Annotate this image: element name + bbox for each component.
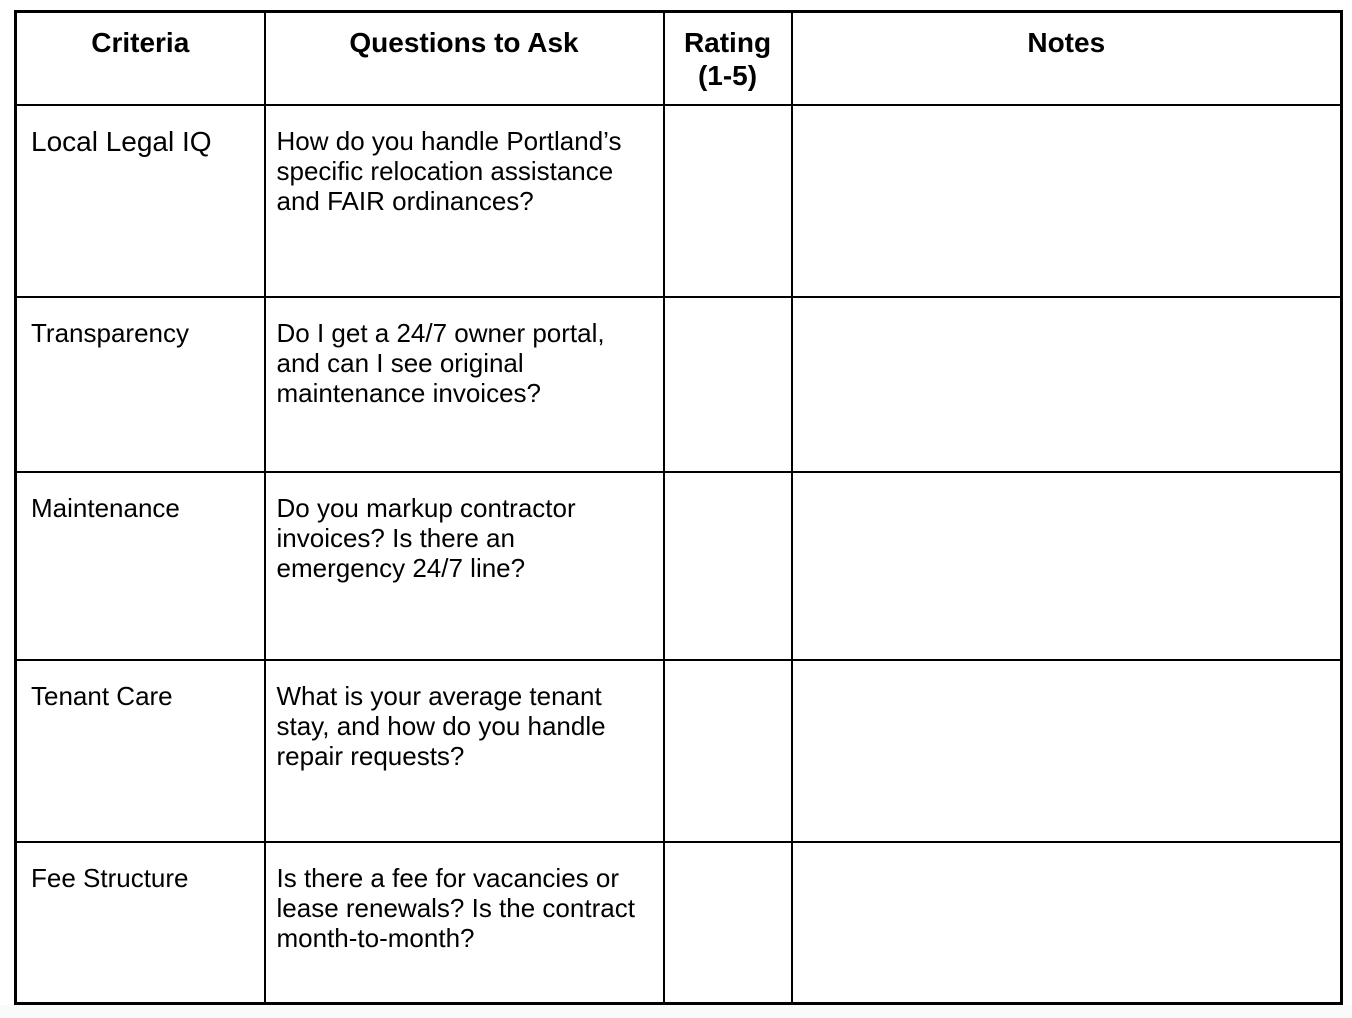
column-header-notes: Notes xyxy=(790,10,1343,106)
header-row: Criteria Questions to Ask Rating (1-5) N… xyxy=(14,10,1343,106)
page-edge-strip xyxy=(0,1005,1352,1018)
criteria-cell: Maintenance xyxy=(14,470,266,661)
question-cell: Do I get a 24/7 owner portal, and can I … xyxy=(263,295,665,473)
question-cell: How do you handle Portland’s specific re… xyxy=(263,103,665,298)
criteria-cell: Fee Structure xyxy=(14,840,266,1005)
rating-cell[interactable] xyxy=(662,840,793,1005)
question-cell: What is your average tenant stay, and ho… xyxy=(263,658,665,843)
notes-cell[interactable] xyxy=(790,840,1343,1005)
vendor-evaluation-table: Criteria Questions to Ask Rating (1-5) N… xyxy=(14,10,1343,1005)
criteria-cell: Local Legal IQ xyxy=(14,103,266,298)
criteria-cell: Transparency xyxy=(14,295,266,473)
question-cell: Is there a fee for vacancies or lease re… xyxy=(263,840,665,1005)
table-row: Maintenance Do you markup contractor inv… xyxy=(14,470,1343,661)
column-header-rating: Rating (1-5) xyxy=(662,10,793,106)
column-header-criteria: Criteria xyxy=(14,10,266,106)
column-header-questions: Questions to Ask xyxy=(263,10,665,106)
notes-cell[interactable] xyxy=(790,658,1343,843)
notes-cell[interactable] xyxy=(790,295,1343,473)
table-row: Transparency Do I get a 24/7 owner porta… xyxy=(14,295,1343,473)
table-row: Tenant Care What is your average tenant … xyxy=(14,658,1343,843)
rating-cell[interactable] xyxy=(662,470,793,661)
notes-cell[interactable] xyxy=(790,103,1343,298)
criteria-cell: Tenant Care xyxy=(14,658,266,843)
table-row: Local Legal IQ How do you handle Portlan… xyxy=(14,103,1343,298)
notes-cell[interactable] xyxy=(790,470,1343,661)
rating-cell[interactable] xyxy=(662,295,793,473)
table-row: Fee Structure Is there a fee for vacanci… xyxy=(14,840,1343,1005)
question-cell: Do you markup contractor invoices? Is th… xyxy=(263,470,665,661)
rating-cell[interactable] xyxy=(662,658,793,843)
rating-cell[interactable] xyxy=(662,103,793,298)
